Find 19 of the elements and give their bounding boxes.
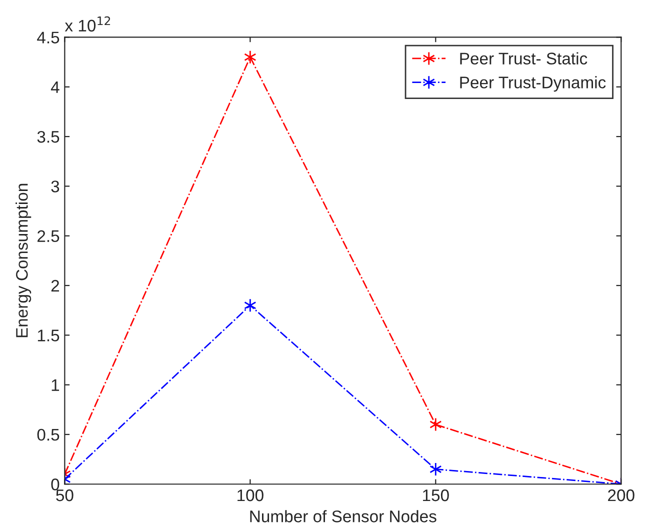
text: x 10$^{12}$	[64, 16, 110, 32]
y-tick-label: 1	[52, 379, 60, 391]
x-tick-label: 150	[423, 489, 449, 502]
x-tick-label: 50	[56, 489, 74, 502]
y-tick-label: 3	[51, 180, 60, 192]
legend-label: Peer Trust-Dynamic	[460, 76, 606, 92]
x-tick-label: 200	[608, 489, 634, 502]
y-tick-label: 1.5	[38, 330, 60, 342]
y-axis-title: Energy Consumption	[16, 184, 32, 338]
y-tick-label: 2	[51, 280, 60, 292]
y-tick-label: 2.5	[38, 230, 60, 242]
x-tick-label: 100	[238, 489, 264, 502]
y-tick-label: 0.5	[37, 428, 60, 441]
y-tick-label: 0	[51, 478, 60, 490]
x-axis-title: Number of Sensor Nodes	[250, 510, 436, 522]
y-tick-label: 4	[50, 81, 60, 93]
y-tick-label: 4.5	[37, 32, 60, 44]
legend-label: Peer Trust- Static	[460, 52, 588, 64]
y-tick-label: 3.5	[37, 130, 60, 143]
